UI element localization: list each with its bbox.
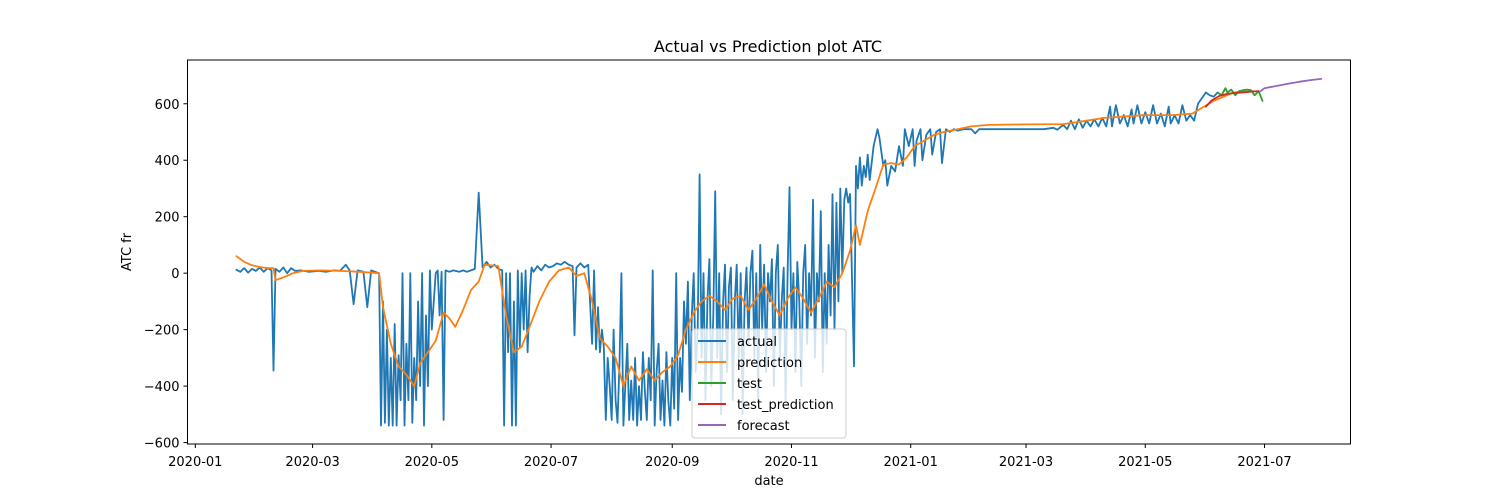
series-line-test-prediction	[1205, 90, 1260, 108]
y-tick-label: −600	[144, 437, 180, 452]
legend-label-test-prediction: test_prediction	[737, 398, 834, 413]
x-tick-label: 2021-03	[999, 455, 1053, 470]
chart-title: Actual vs Prediction plot ATC	[654, 37, 882, 56]
legend-label-actual: actual	[737, 335, 777, 350]
legend-label-prediction: prediction	[737, 356, 802, 371]
y-tick-label: −200	[144, 324, 180, 339]
x-tick-label: 2020-03	[285, 455, 339, 470]
series-line-forecast	[1259, 78, 1323, 92]
x-tick-label: 2020-01	[168, 455, 222, 470]
legend-box	[691, 328, 847, 439]
legend-label-forecast: forecast	[737, 419, 790, 434]
x-tick-label: 2021-07	[1237, 455, 1291, 470]
y-tick-label: 0	[171, 267, 179, 282]
x-tick-label: 2020-07	[524, 455, 578, 470]
series-line-test	[1216, 87, 1264, 102]
y-axis: −600 −400 −200 0 200 400 600	[144, 98, 188, 452]
x-axis-label: date	[754, 474, 783, 489]
y-tick-label: −400	[144, 380, 180, 395]
x-tick-label: 2021-05	[1118, 455, 1172, 470]
x-tick-label: 2020-09	[645, 455, 699, 470]
x-tick-label: 2021-01	[884, 455, 938, 470]
x-tick-label: 2020-11	[764, 455, 818, 470]
legend: actual prediction test test_predictionforec…	[691, 328, 847, 439]
x-axis: 2020-01 2020-03 2020-05 2020-07 2020-09 2020-…	[168, 444, 1292, 470]
legend-label-test: test	[737, 377, 762, 392]
y-axis-label: ATC fr	[120, 232, 135, 271]
series-line-prediction	[235, 90, 1254, 387]
plot-area-frame	[187, 59, 1351, 445]
y-tick-label: 400	[155, 154, 180, 169]
y-tick-label: 600	[155, 98, 180, 113]
y-tick-label: 200	[155, 211, 180, 226]
x-tick-label: 2020-05	[405, 455, 459, 470]
